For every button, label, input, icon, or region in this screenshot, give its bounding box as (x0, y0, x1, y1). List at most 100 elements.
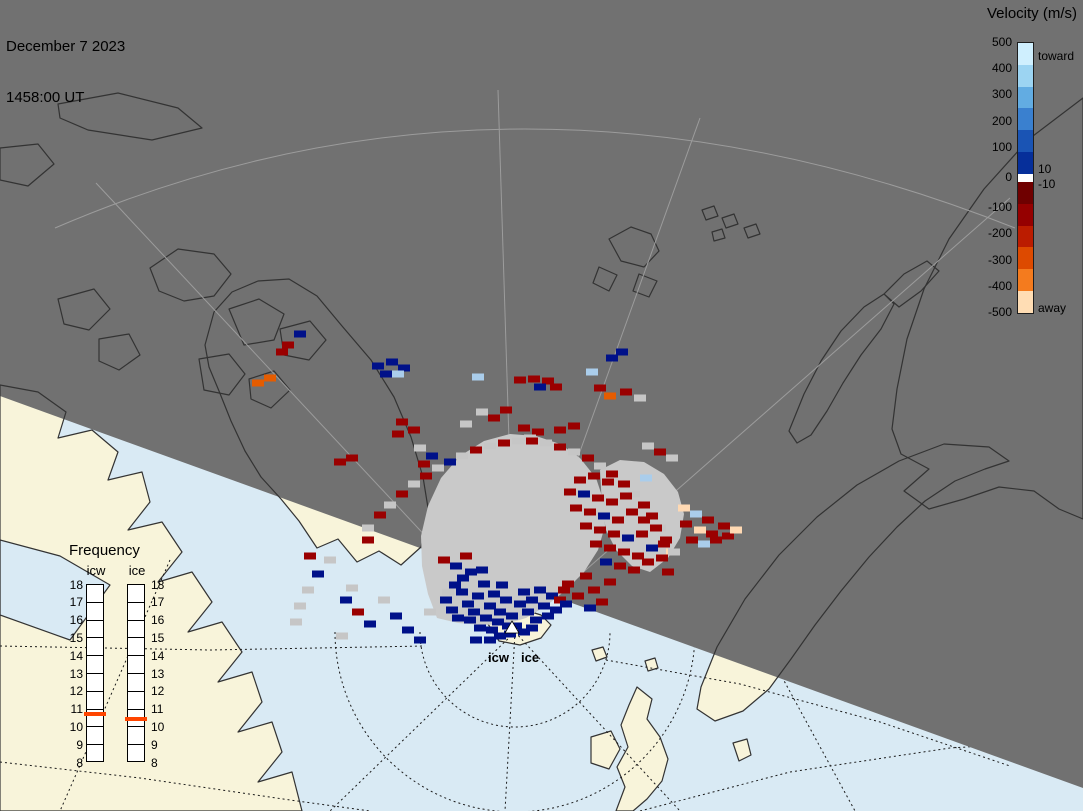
frequency-tick-label: 8 (151, 755, 158, 770)
velocity-tick-label: 0 (1005, 170, 1012, 184)
velocity-cell (362, 524, 374, 532)
colorbar-segment-toward (1018, 108, 1033, 131)
velocity-cell (408, 480, 420, 488)
frequency-tick-label: 14 (69, 648, 83, 663)
velocity-cell (346, 454, 358, 462)
velocity-cell (460, 420, 472, 428)
velocity-cell (396, 490, 408, 498)
velocity-cell (476, 408, 488, 416)
frequency-bar-divider (128, 637, 144, 639)
velocity-cell (384, 501, 396, 509)
frequency-bar-divider (128, 673, 144, 674)
velocity-cell (608, 530, 620, 538)
velocity-tick-label: 400 (991, 61, 1012, 76)
frequency-tick-label: 18 (151, 577, 165, 592)
fov-edge-right (514, 197, 1011, 633)
frequency-tick-label: 13 (151, 666, 165, 681)
velocity-cell (334, 458, 346, 466)
velocity-cell (506, 612, 518, 620)
frequency-bar-divider (128, 744, 144, 746)
velocity-tick-labels: 500 400 300 200 100 0 -100 -200 -300 -400 -500 (952, 0, 1012, 340)
velocity-cell (512, 437, 524, 445)
timestamp-block: December 7 2023 1458:00 UT (6, 4, 125, 140)
velocity-colorbar (1017, 42, 1034, 314)
velocity-cell (550, 383, 562, 391)
velocity-cell (620, 492, 632, 500)
velocity-cell (634, 394, 646, 402)
velocity-cell (438, 556, 450, 564)
latitude-dotted (0, 761, 371, 811)
colorbar-zero-gap (1018, 173, 1033, 182)
velocity-cell (580, 572, 592, 580)
velocity-cell (378, 596, 390, 604)
velocity-cell (470, 636, 482, 644)
velocity-cell (500, 596, 512, 604)
velocity-cell (414, 444, 426, 452)
velocity-cell (656, 554, 668, 562)
colorbar-segment-away (1018, 247, 1033, 270)
velocity-cell (390, 612, 402, 620)
velocity-cell (514, 376, 526, 384)
frequency-tick-label: 12 (69, 684, 83, 699)
inner-tick-label: -10 (1038, 177, 1056, 191)
velocity-cell (702, 516, 714, 524)
velocity-cell (462, 600, 474, 608)
velocity-cell (464, 616, 476, 624)
velocity-cell (582, 454, 594, 462)
velocity-cell (588, 472, 600, 480)
velocity-cell (592, 494, 604, 502)
velocity-cell (484, 636, 496, 644)
velocity-cell (620, 388, 632, 396)
frequency-tick-label: 17 (151, 595, 165, 610)
velocity-cell (528, 375, 540, 383)
velocity-cell (532, 428, 544, 436)
velocity-cell (658, 540, 670, 548)
velocity-cell (494, 632, 506, 640)
velocity-cell (465, 568, 477, 576)
velocity-cell (584, 508, 596, 516)
velocity-cell (392, 370, 404, 378)
velocity-cell (586, 368, 598, 376)
velocity-cell (470, 446, 482, 454)
velocity-cell (414, 636, 426, 644)
velocity-cell (594, 462, 606, 470)
velocity-cell (526, 596, 538, 604)
velocity-cell (690, 510, 702, 518)
velocity-cell (488, 414, 500, 422)
velocity-cell (276, 348, 288, 356)
velocity-cell (398, 364, 410, 372)
velocity-cell (346, 584, 358, 592)
frequency-tick-label: 10 (69, 719, 83, 734)
velocity-legend-title: Velocity (m/s) (986, 5, 1077, 22)
velocity-cell (660, 536, 672, 544)
velocity-cell (538, 602, 550, 610)
velocity-cell (622, 534, 634, 542)
colorbar-segment-toward (1018, 43, 1033, 65)
frequency-bar-divider (128, 708, 144, 710)
velocity-cell (282, 341, 294, 349)
velocity-tick-label: -300 (987, 252, 1012, 267)
velocity-cell (402, 626, 414, 634)
velocity-cell (502, 622, 514, 630)
latitude-dotted (639, 739, 1083, 811)
velocity-cell (666, 454, 678, 462)
velocity-cell (432, 464, 444, 472)
meridian-dotted (59, 559, 171, 811)
velocity-cell (568, 448, 580, 456)
velocity-cell (440, 596, 452, 604)
frequency-tick-label: 12 (151, 684, 165, 699)
velocity-cell (510, 622, 522, 630)
velocity-cell (476, 566, 488, 574)
frequency-bar-divider (87, 619, 103, 621)
velocity-cell (396, 418, 408, 426)
velocity-cell (362, 536, 374, 544)
frequency-bar-divider (128, 655, 144, 657)
velocity-cell (472, 592, 484, 600)
velocity-cells (252, 330, 742, 644)
velocity-cell (574, 476, 586, 484)
velocity-cell (496, 581, 508, 589)
velocity-cell (456, 588, 468, 596)
velocity-cell (612, 516, 624, 524)
